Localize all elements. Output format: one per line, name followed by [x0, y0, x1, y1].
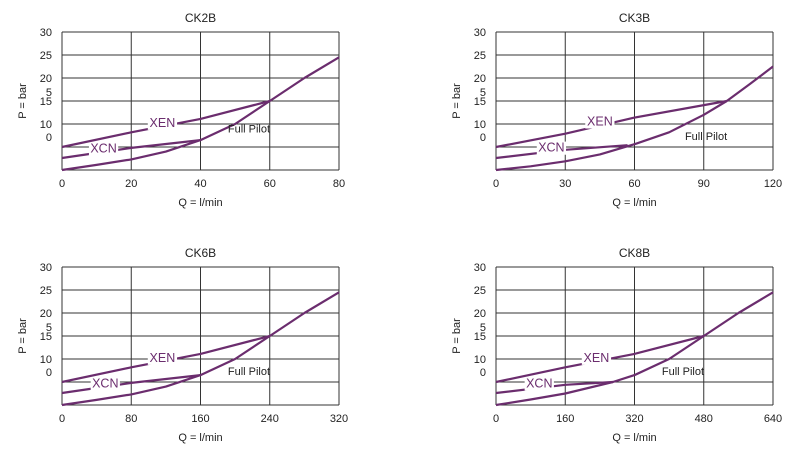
- chart-title: CK3B: [619, 11, 650, 25]
- x-tick-label: 80: [333, 178, 345, 190]
- series-label-full-pilot: Full Pilot: [228, 123, 270, 135]
- series-label-xen: XEN: [150, 351, 176, 365]
- x-axis-label: Q = l/min: [612, 197, 656, 209]
- y-tick-label: 20: [40, 308, 52, 320]
- x-tick-label: 60: [628, 178, 640, 190]
- series-line-full-pilot: [495, 291, 774, 407]
- series-label-full-pilot: Full Pilot: [685, 131, 727, 143]
- y-tick-label: 25: [40, 50, 52, 62]
- x-axis-label: Q = l/min: [178, 197, 222, 209]
- y-tick-label: 10: [40, 119, 52, 131]
- series-line-xcn: [495, 380, 613, 395]
- x-tick-label: 40: [194, 178, 206, 190]
- series-label-full-pilot: Full Pilot: [662, 366, 704, 378]
- chart-title: CK6B: [185, 246, 216, 260]
- series-label-xcn: XCN: [92, 377, 118, 391]
- y-axis-label: P = bar: [17, 83, 29, 119]
- x-tick-label: 160: [556, 413, 574, 425]
- y-tick-label: 20: [474, 73, 486, 85]
- label-background: [536, 141, 567, 155]
- y-tick-label: 30: [474, 262, 486, 274]
- y-tick-label: 15: [474, 331, 486, 343]
- x-tick-label: 160: [191, 413, 209, 425]
- x-tick-label: 320: [330, 413, 348, 425]
- label-background: [585, 115, 615, 129]
- x-tick-label: 120: [764, 178, 782, 190]
- y-tick-label: 15: [40, 96, 52, 108]
- series-label-xen: XEN: [150, 116, 176, 130]
- y-axis-label: P = bar: [17, 318, 29, 354]
- x-tick-label: 60: [264, 178, 276, 190]
- y-axis-label: P = bar: [451, 318, 463, 354]
- x-tick-label: 0: [493, 178, 499, 190]
- y-tick-label: 10: [40, 354, 52, 366]
- label-background: [88, 142, 119, 156]
- label-background: [581, 351, 612, 365]
- y-tick-label: 0: [46, 132, 52, 144]
- series-label-full-pilot: Full Pilot: [228, 366, 270, 378]
- x-tick-label: 320: [625, 413, 643, 425]
- y-tick-label: 10: [474, 119, 486, 131]
- x-tick-label: 640: [764, 413, 782, 425]
- y-axis-label: P = bar: [451, 83, 463, 119]
- chart-title: CK8B: [619, 246, 650, 260]
- y-tick-label: 0: [46, 367, 52, 379]
- x-tick-label: 480: [695, 413, 713, 425]
- x-tick-label: 90: [698, 178, 710, 190]
- y-tick-label: 0: [480, 132, 486, 144]
- x-tick-label: 240: [261, 413, 279, 425]
- x-tick-label: 20: [125, 178, 137, 190]
- series-label-xcn: XCN: [526, 377, 552, 391]
- y-tick-label: 20: [40, 73, 52, 85]
- label-background: [147, 351, 178, 365]
- y-tick-label: 30: [40, 27, 52, 39]
- y-tick-label: 0: [480, 367, 486, 379]
- y-tick-label: 30: [40, 262, 52, 274]
- x-tick-label: 0: [493, 413, 499, 425]
- y-tick-label: 20: [474, 308, 486, 320]
- chart-title: CK2B: [185, 11, 216, 25]
- y-tick-label: 5: [480, 322, 486, 334]
- x-tick-label: 80: [125, 413, 137, 425]
- series-label-xen: XEN: [587, 114, 613, 128]
- series-line-full-pilot: [495, 65, 774, 172]
- y-tick-label: 25: [474, 50, 486, 62]
- x-tick-label: 0: [59, 178, 65, 190]
- y-tick-label: 25: [474, 285, 486, 297]
- y-tick-label: 15: [474, 96, 486, 108]
- y-tick-label: 15: [40, 331, 52, 343]
- label-background: [524, 377, 554, 391]
- label-background: [147, 116, 178, 130]
- x-axis-label: Q = l/min: [178, 432, 222, 444]
- series-label-xcn: XCN: [90, 142, 116, 156]
- x-axis-label: Q = l/min: [612, 432, 656, 444]
- x-tick-label: 30: [559, 178, 571, 190]
- y-tick-label: 5: [46, 87, 52, 99]
- y-tick-label: 5: [46, 322, 52, 334]
- y-tick-label: 25: [40, 285, 52, 297]
- series-line-xcn: [61, 139, 201, 160]
- series-line-xcn: [61, 374, 201, 395]
- x-tick-label: 0: [59, 413, 65, 425]
- label-background: [90, 377, 120, 391]
- series-label-xcn: XCN: [538, 141, 564, 155]
- series-label-xen: XEN: [584, 351, 610, 365]
- y-tick-label: 30: [474, 27, 486, 39]
- y-tick-label: 5: [480, 87, 486, 99]
- y-tick-label: 10: [474, 354, 486, 366]
